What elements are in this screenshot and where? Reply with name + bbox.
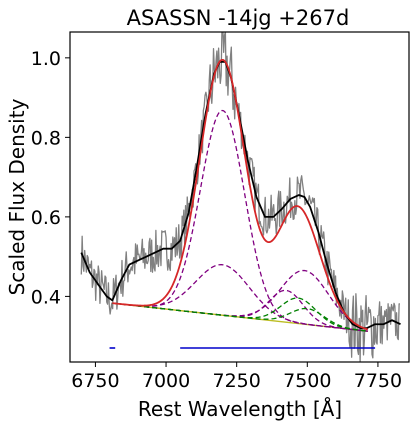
gaussian-component-4 [112,289,368,332]
total-fit-line [112,58,369,331]
plot-area [80,32,401,362]
y-tick-label-1: 1.0 [31,48,61,70]
x-tick-label-7000: 7000 [142,370,190,392]
x-axis-label: Rest Wavelength [Å] [138,397,342,421]
smoothed-spectrum [80,60,401,330]
y-tick-label-0.4: 0.4 [31,286,61,308]
axis-ticks: 6750 7000 7250 7500 7750 0.4 0.6 0.8 1.0 [31,48,402,392]
chart-title: ASASSN -14jg +267d [127,6,350,30]
x-tick-label-7500: 7500 [283,370,331,392]
plot-frame [69,31,410,363]
gaussian-component-1 [112,109,368,332]
gaussian-component-3 [112,269,368,331]
y-axis-label: Scaled Flux Density [5,98,29,295]
x-tick-label-7750: 7750 [354,370,402,392]
y-tick-label-0.6: 0.6 [31,207,61,229]
x-tick-label-7250: 7250 [212,370,260,392]
observed-spectrum [80,32,401,362]
gaussian-component-2 [112,264,368,332]
x-tick-label-6750: 6750 [71,370,119,392]
gaussian-component-6 [112,302,368,332]
y-tick-label-0.8: 0.8 [31,127,61,149]
